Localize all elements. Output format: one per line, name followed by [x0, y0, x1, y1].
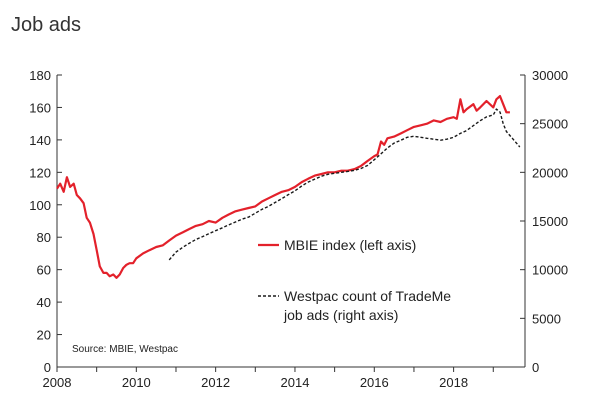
y-right-tick-label: 15000: [532, 214, 568, 229]
y-right-tick-label: 10000: [532, 263, 568, 278]
x-tick-label: 2012: [201, 375, 230, 390]
series-group: [56, 95, 521, 279]
y-left-tick-label: 0: [44, 360, 51, 375]
legend-mbie-label: MBIE index (left axis): [284, 237, 416, 253]
page-title: Job ads: [11, 14, 82, 36]
y-right-tick-label: 25000: [532, 117, 568, 132]
y-left-tick-label: 140: [29, 133, 51, 148]
y-left-tick-label: 80: [37, 230, 51, 245]
axes-group: 0 20 40 60 80 100 120 140 160 180 0 5000 10000 15000 2…: [29, 68, 568, 390]
y-right-tick-label: 0: [532, 360, 539, 375]
legend-westpac-label-line2: job ads (right axis): [283, 307, 398, 323]
y-right-tick-label: 5000: [532, 311, 561, 326]
y-left-tick-label: 60: [37, 263, 51, 278]
x-tick-label: 2014: [281, 375, 310, 390]
westpac-series-line: [168, 108, 521, 261]
y-left-tick-label: 20: [37, 328, 51, 343]
source-label: Source: MBIE, Westpac: [72, 344, 178, 355]
y-left-tick-label: 40: [37, 295, 51, 310]
legend: MBIE index (left axis) Westpac count of T…: [258, 237, 451, 323]
x-tick-label: 2016: [360, 375, 389, 390]
y-left-tick-label: 180: [29, 68, 51, 83]
y-left-tick-label: 160: [29, 100, 51, 115]
mbie-series-line: [56, 95, 510, 279]
x-tick-label: 2008: [43, 375, 72, 390]
legend-westpac-label-line1: Westpac count of TradeMe: [284, 288, 451, 304]
y-right-tick-label: 20000: [532, 165, 568, 180]
y-left-tick-label: 120: [29, 165, 51, 180]
x-tick-label: 2018: [439, 375, 468, 390]
x-tick-label: 2010: [122, 375, 151, 390]
y-left-tick-label: 100: [29, 198, 51, 213]
y-right-tick-label: 30000: [532, 68, 568, 83]
